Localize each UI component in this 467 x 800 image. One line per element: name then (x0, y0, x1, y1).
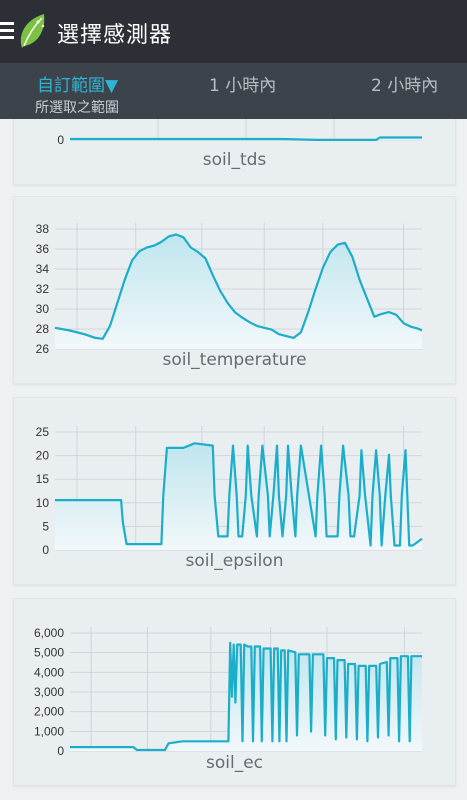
series-line (70, 641, 422, 752)
soil-temperature-chart: 38 36 34 32 30 28 26 (36, 222, 423, 356)
soil-epsilon-chart: 25 20 15 10 5 0 (36, 425, 423, 557)
tab-2-hours[interactable]: 2 小時內 (371, 76, 439, 96)
tab-1-hour[interactable]: 1 小時內 (209, 76, 277, 96)
chart-title: soil_tds (202, 150, 267, 170)
chart-title: soil_epsilon (185, 551, 284, 571)
series-line (70, 136, 422, 141)
y-tick-label: 2,000 (34, 705, 64, 719)
soil-ec-chart: 6,000 5,000 4,000 3,000 2,000 1,000 0 (34, 626, 422, 758)
chart-card-soil-ec[interactable]: 6,000 5,000 4,000 3,000 2,000 1,000 0 soil_ec (13, 598, 456, 786)
y-tick-label: 15 (36, 472, 50, 486)
soil-tds-chart: 0 (57, 119, 422, 147)
y-tick-label: 26 (36, 342, 50, 356)
chart-title: soil_ec (205, 753, 263, 773)
y-tick-label: 32 (36, 282, 50, 296)
y-tick-label: 28 (36, 322, 50, 336)
y-tick-label: 34 (36, 262, 50, 276)
y-tick-label: 20 (36, 449, 50, 463)
page-title: 選擇感測器 (57, 23, 173, 48)
chart-title: soil_temperature (162, 350, 307, 370)
y-tick-label: 30 (36, 302, 50, 316)
y-tick-label: 38 (36, 222, 50, 236)
app-bar: 選擇感測器 (0, 0, 467, 63)
tab-custom-range[interactable]: 自訂範圍▼ (37, 76, 119, 96)
y-tick-label: 5 (42, 519, 49, 533)
y-tick-label: 25 (36, 425, 50, 439)
leaf-logo-icon (20, 14, 45, 48)
chart-card-soil-epsilon[interactable]: 25 20 15 10 5 0 soil_epsilon (13, 397, 456, 585)
y-tick-label: 0 (57, 133, 64, 147)
chart-card-soil-temperature[interactable]: 38 36 34 32 30 28 26 soil_temperature (13, 196, 456, 384)
y-tick-label: 36 (36, 242, 50, 256)
y-tick-label: 6,000 (34, 626, 64, 640)
chart-list[interactable]: 0 soil_tds 38 36 34 32 30 28 26 soil_temperatu… (0, 119, 467, 800)
hamburger-menu-icon[interactable] (0, 22, 14, 40)
y-tick-label: 1,000 (34, 724, 64, 738)
y-tick-label: 3,000 (34, 685, 64, 699)
selected-range-label: 所選取之範圍 (35, 100, 119, 116)
series-line (55, 442, 423, 547)
y-tick-label: 0 (42, 543, 49, 557)
y-tick-label: 4,000 (34, 665, 64, 679)
series-area (55, 234, 422, 349)
y-tick-label: 0 (57, 744, 64, 758)
range-tab-bar: 自訂範圍▼ 1 小時內 2 小時內 所選取之範圍 (0, 63, 467, 119)
chart-grid (70, 119, 422, 141)
series-line (54, 233, 423, 340)
y-tick-label: 5,000 (34, 646, 64, 660)
y-tick-label: 10 (36, 496, 50, 510)
chart-card-soil-tds[interactable]: 0 soil_tds (13, 119, 456, 185)
